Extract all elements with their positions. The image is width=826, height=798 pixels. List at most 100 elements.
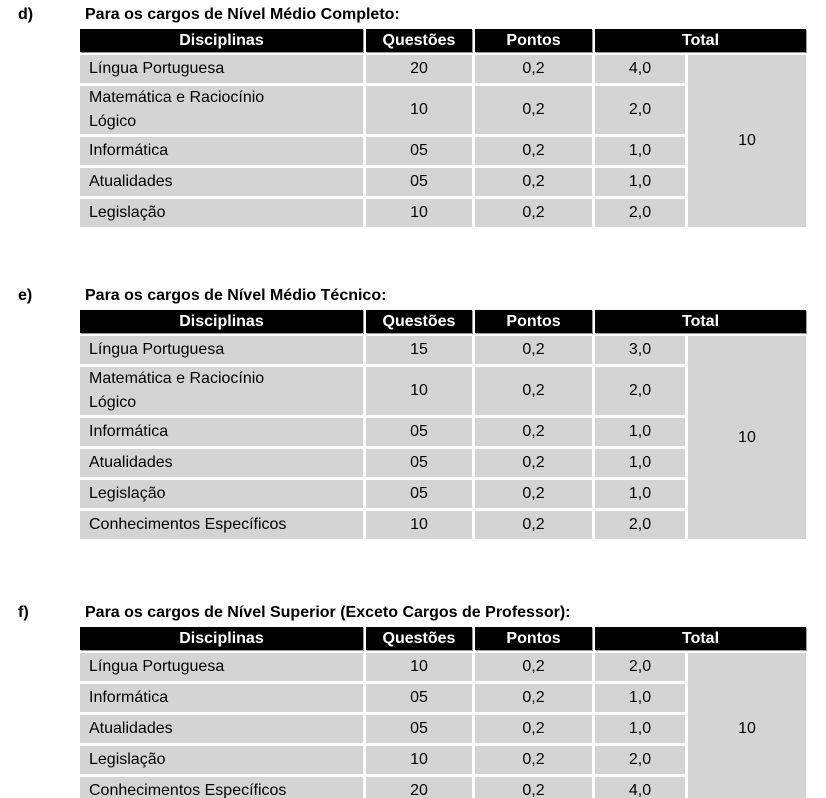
table-row: Língua Portuguesa 20 0,2 4,0 10 xyxy=(80,55,806,227)
total-cell: 1,0 xyxy=(595,449,685,477)
section-nivel-superior: f) Para os cargos de Nível Superior (Exc… xyxy=(0,603,826,798)
total-geral-cell: 10 xyxy=(688,653,806,798)
section-label: d) xyxy=(18,6,34,23)
disciplina-cell: Legislação xyxy=(80,480,363,508)
disciplina-cell: Atualidades xyxy=(80,449,363,477)
section-title: Para os cargos de Nível Superior (Exceto… xyxy=(85,604,571,621)
table-header-row: Disciplinas Questões Pontos Total xyxy=(80,627,806,650)
table-row: Legislação 10 0,2 2,0 xyxy=(80,746,806,774)
questoes-cell: 20 xyxy=(366,777,472,798)
total-cell: 1,0 xyxy=(595,480,685,508)
total-geral-cell: 10 xyxy=(688,55,806,227)
pontos-cell: 0,2 xyxy=(475,418,592,446)
table-row: Matemática e Raciocínio Lógico 10 0,2 2,… xyxy=(80,86,806,134)
total-cell: 2,0 xyxy=(595,511,685,539)
disciplina-cell: Matemática e Raciocínio Lógico xyxy=(80,86,363,134)
column-header-questoes: Questões xyxy=(366,29,472,52)
table-row: Atualidades 05 0,2 1,0 xyxy=(80,715,806,743)
questoes-cell: 10 xyxy=(366,367,472,415)
pontos-cell: 0,2 xyxy=(475,653,592,681)
questoes-cell: 10 xyxy=(366,199,472,227)
questoes-cell: 05 xyxy=(366,418,472,446)
column-header-total: Total xyxy=(595,627,806,650)
pontos-cell: 0,2 xyxy=(475,137,592,165)
table-row: Matemática e Raciocínio Lógico 10 0,2 2,… xyxy=(80,367,806,415)
section-title: Para os cargos de Nível Médio Técnico: xyxy=(85,287,387,304)
section-label: e) xyxy=(18,287,33,304)
disciplina-cell: Conhecimentos Específicos xyxy=(80,511,363,539)
questoes-cell: 05 xyxy=(366,684,472,712)
pontos-cell: 0,2 xyxy=(475,480,592,508)
questoes-cell: 05 xyxy=(366,449,472,477)
section-title: Para os cargos de Nível Médio Completo: xyxy=(85,6,400,23)
column-header-pontos: Pontos xyxy=(475,29,592,52)
pontos-cell: 0,2 xyxy=(475,199,592,227)
column-header-pontos: Pontos xyxy=(475,627,592,650)
total-cell: 2,0 xyxy=(595,86,685,134)
pontos-cell: 0,2 xyxy=(475,777,592,798)
total-cell: 3,0 xyxy=(595,336,685,364)
disciplina-cell: Conhecimentos Específicos xyxy=(80,777,363,798)
questoes-cell: 15 xyxy=(366,336,472,364)
total-cell: 2,0 xyxy=(595,367,685,415)
score-table-nivel-medio-completo: Disciplinas Questões Pontos Total Língua… xyxy=(77,26,809,230)
disciplina-cell: Legislação xyxy=(80,746,363,774)
column-header-total: Total xyxy=(595,29,806,52)
score-table-nivel-medio-tecnico: Disciplinas Questões Pontos Total Língua… xyxy=(77,307,809,542)
disciplina-cell: Informática xyxy=(80,684,363,712)
column-header-disciplinas: Disciplinas xyxy=(80,627,363,650)
table-row: Atualidades 05 0,2 1,0 xyxy=(80,449,806,477)
section-heading: d) Para os cargos de Nível Médio Complet… xyxy=(0,5,826,25)
column-header-questoes: Questões xyxy=(366,310,472,333)
disciplina-cell: Atualidades xyxy=(80,715,363,743)
pontos-cell: 0,2 xyxy=(475,168,592,196)
questoes-cell: 10 xyxy=(366,653,472,681)
table-row: Informática 05 0,2 1,0 xyxy=(80,137,806,165)
disciplina-cell: Legislação xyxy=(80,199,363,227)
disciplina-cell: Língua Portuguesa xyxy=(80,336,363,364)
pontos-cell: 0,2 xyxy=(475,55,592,83)
questoes-cell: 10 xyxy=(366,86,472,134)
section-heading: f) Para os cargos de Nível Superior (Exc… xyxy=(0,603,826,623)
pontos-cell: 0,2 xyxy=(475,511,592,539)
total-cell: 1,0 xyxy=(595,168,685,196)
table-row: Informática 05 0,2 1,0 xyxy=(80,418,806,446)
column-header-questoes: Questões xyxy=(366,627,472,650)
table-row: Legislação 05 0,2 1,0 xyxy=(80,480,806,508)
column-header-pontos: Pontos xyxy=(475,310,592,333)
pontos-cell: 0,2 xyxy=(475,715,592,743)
section-label: f) xyxy=(18,604,29,621)
questoes-cell: 10 xyxy=(366,746,472,774)
column-header-total: Total xyxy=(595,310,806,333)
pontos-cell: 0,2 xyxy=(475,367,592,415)
pontos-cell: 0,2 xyxy=(475,746,592,774)
table-row: Conhecimentos Específicos 10 0,2 2,0 xyxy=(80,511,806,539)
total-cell: 1,0 xyxy=(595,418,685,446)
total-cell: 2,0 xyxy=(595,199,685,227)
disciplina-cell: Língua Portuguesa xyxy=(80,55,363,83)
table-row: Língua Portuguesa 10 0,2 2,0 10 xyxy=(80,653,806,798)
questoes-cell: 05 xyxy=(366,480,472,508)
table-header-row: Disciplinas Questões Pontos Total xyxy=(80,310,806,333)
total-cell: 1,0 xyxy=(595,137,685,165)
disciplina-cell: Língua Portuguesa xyxy=(80,653,363,681)
questoes-cell: 10 xyxy=(366,511,472,539)
total-cell: 1,0 xyxy=(595,715,685,743)
disciplina-cell: Atualidades xyxy=(80,168,363,196)
questoes-cell: 05 xyxy=(366,137,472,165)
total-cell: 4,0 xyxy=(595,55,685,83)
table-row: Informática 05 0,2 1,0 xyxy=(80,684,806,712)
table-row: Atualidades 05 0,2 1,0 xyxy=(80,168,806,196)
section-nivel-medio-completo: d) Para os cargos de Nível Médio Complet… xyxy=(0,5,826,230)
pontos-cell: 0,2 xyxy=(475,336,592,364)
disciplina-cell: Matemática e Raciocínio Lógico xyxy=(80,367,363,415)
section-heading: e) Para os cargos de Nível Médio Técnico… xyxy=(0,286,826,306)
total-cell: 2,0 xyxy=(595,653,685,681)
column-header-disciplinas: Disciplinas xyxy=(80,29,363,52)
disciplina-cell: Informática xyxy=(80,418,363,446)
total-cell: 1,0 xyxy=(595,684,685,712)
score-table-nivel-superior: Disciplinas Questões Pontos Total Língua… xyxy=(77,624,809,798)
questoes-cell: 05 xyxy=(366,168,472,196)
table-row: Língua Portuguesa 15 0,2 3,0 10 xyxy=(80,336,806,539)
